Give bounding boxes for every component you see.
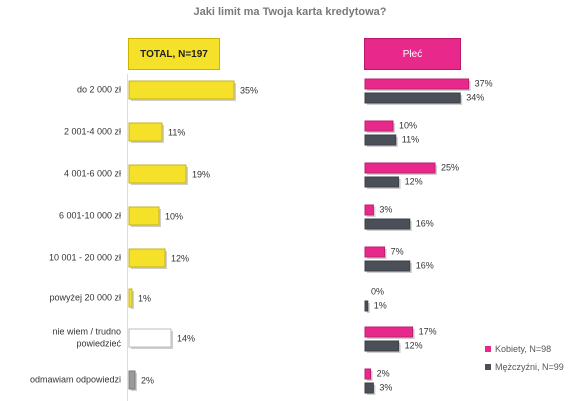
kobiety-bar <box>364 162 437 175</box>
mezczyzni-bar-body <box>364 92 461 104</box>
mezczyzni-bar-body <box>364 260 411 272</box>
mezczyzni-value-label: 1% <box>374 300 387 310</box>
category-label: 6 001-10 000 zł <box>59 210 121 220</box>
total-bar <box>128 288 134 309</box>
kobiety-bar-body <box>364 204 374 216</box>
total-value-label: 19% <box>192 169 210 179</box>
mezczyzni-bar <box>364 300 370 313</box>
total-bar-body <box>128 122 163 142</box>
kobiety-value-label: 2% <box>377 368 390 378</box>
kobiety-value-label: 37% <box>475 78 493 88</box>
total-value-label: 35% <box>240 85 258 95</box>
plec-header: Płeć <box>364 38 461 70</box>
total-bar <box>128 248 167 269</box>
total-value-label: 1% <box>138 293 151 303</box>
mezczyzni-value-label: 11% <box>402 134 419 144</box>
category-label: 10 001 - 20 000 zł <box>49 252 121 262</box>
mezczyzni-bar <box>364 176 401 189</box>
kobiety-value-label: 10% <box>399 120 417 130</box>
kobiety-bar-body <box>364 78 470 90</box>
total-value-label: 11% <box>168 127 185 137</box>
kobiety-bar-body <box>364 326 414 338</box>
kobiety-bar <box>364 204 376 217</box>
kobiety-bar <box>364 78 471 91</box>
category-label: powiedzieć <box>76 338 121 348</box>
category-label: nie wiem / trudno <box>52 326 121 336</box>
total-bar-body <box>128 328 172 348</box>
legend-swatch-kobiety <box>485 346 491 352</box>
legend-label-kobiety: Kobiety, N=98 <box>495 344 552 354</box>
axis-line <box>127 74 128 401</box>
total-bar-body <box>128 248 166 268</box>
kobiety-bar-body <box>364 246 386 258</box>
total-value-label: 12% <box>171 253 189 263</box>
total-value-label: 14% <box>177 333 195 343</box>
total-value-label: 2% <box>141 375 154 385</box>
legend-label-mezczyzni: Mężczyźni, N=99 <box>495 362 564 372</box>
total-bar <box>128 206 161 227</box>
mezczyzni-value-label: 12% <box>405 176 423 186</box>
mezczyzni-bar <box>364 260 412 273</box>
mezczyzni-bar-shadow <box>367 303 370 313</box>
mezczyzni-bar-body <box>364 176 400 188</box>
mezczyzni-bar <box>364 92 463 105</box>
mezczyzni-bar-body <box>364 218 411 230</box>
mezczyzni-value-label: 3% <box>379 382 392 392</box>
legend-swatch-mezczyzni <box>485 364 491 370</box>
mezczyzni-bar <box>364 382 376 395</box>
category-label: do 2 000 zł <box>77 84 121 94</box>
total-bar-body <box>128 370 136 390</box>
kobiety-bar-body <box>364 368 372 380</box>
chart-title: Jaki limit ma Twoja karta kredytowa? <box>193 6 387 18</box>
total-bar <box>128 164 188 185</box>
kobiety-bar-body <box>364 120 394 132</box>
kobiety-value-label: 17% <box>419 326 437 336</box>
mezczyzni-value-label: 16% <box>416 260 434 270</box>
total-bar-body <box>128 288 133 308</box>
kobiety-value-label: 3% <box>379 204 392 214</box>
mezczyzni-bar-body <box>364 134 397 146</box>
category-label: 4 001-6 000 zł <box>64 168 121 178</box>
kobiety-bar <box>364 326 415 339</box>
kobiety-value-label: 25% <box>441 162 459 172</box>
mezczyzni-bar <box>364 134 398 147</box>
total-bar <box>128 328 173 349</box>
total-header: TOTAL, N=197 <box>128 38 220 70</box>
mezczyzni-bar-body <box>364 340 400 352</box>
mezczyzni-value-label: 34% <box>466 92 484 102</box>
mezczyzni-bar-body <box>364 382 374 394</box>
kobiety-bar <box>364 120 395 133</box>
mezczyzni-value-label: 16% <box>416 218 434 228</box>
total-bar <box>128 80 236 101</box>
legend-kobiety: Kobiety, N=98 <box>485 344 551 354</box>
kobiety-bar-body <box>364 162 436 174</box>
category-label: powyżej 20 000 zł <box>49 292 121 302</box>
category-label: 2 001-4 000 zł <box>64 126 121 136</box>
kobiety-value-label: 0% <box>371 286 384 296</box>
total-bar <box>128 370 137 391</box>
mezczyzni-bar <box>364 340 401 353</box>
category-label: odmawiam odpowiedzi <box>30 374 121 384</box>
legend-mezczyzni: Mężczyźni, N=99 <box>485 362 564 372</box>
mezczyzni-bar <box>364 218 412 231</box>
mezczyzni-bar-body <box>364 300 369 312</box>
total-value-label: 10% <box>165 211 183 221</box>
kobiety-value-label: 7% <box>391 246 404 256</box>
kobiety-bar <box>364 368 373 381</box>
kobiety-bar <box>364 246 387 259</box>
total-bar <box>128 122 164 143</box>
mezczyzni-value-label: 12% <box>405 340 423 350</box>
total-bar-body <box>128 164 187 184</box>
total-bar-body <box>128 80 235 100</box>
total-bar-body <box>128 206 160 226</box>
